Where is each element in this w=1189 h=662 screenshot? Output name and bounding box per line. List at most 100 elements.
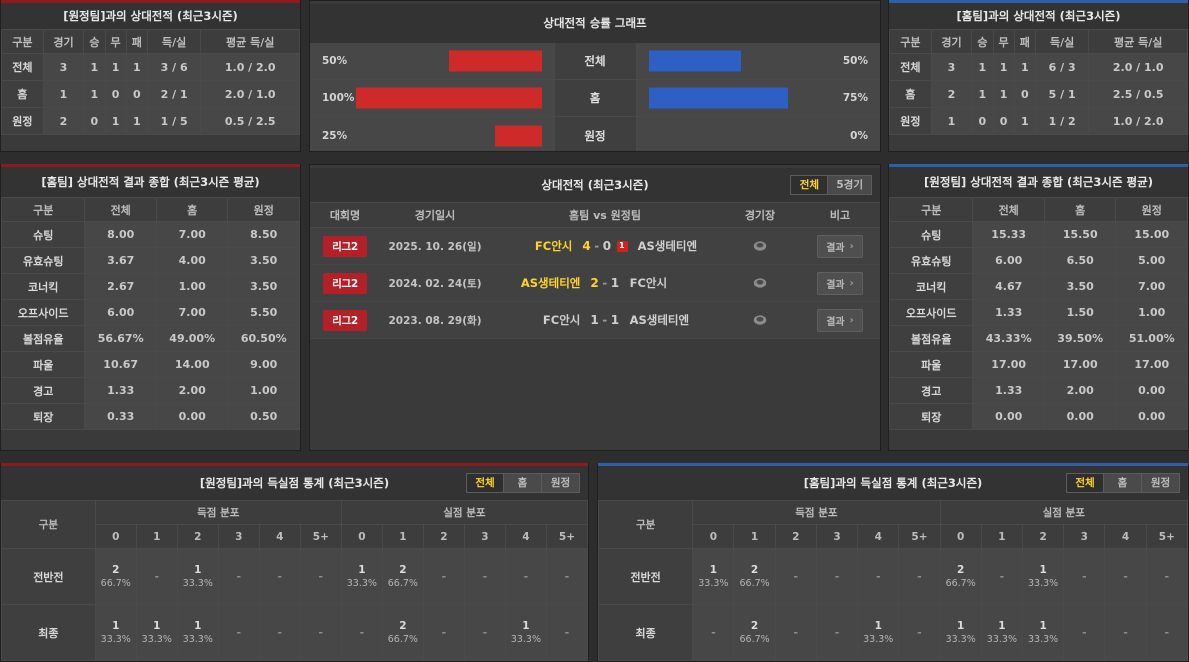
dist-percent: 33.3% bbox=[1028, 633, 1059, 645]
dist-cell-scored-1: 2 66.7% bbox=[733, 548, 776, 605]
away-dist-tab-전체[interactable]: 전체 bbox=[466, 473, 504, 493]
dist-cell-scored-0: 1 33.3% bbox=[94, 604, 137, 661]
stadium-icon[interactable] bbox=[752, 239, 768, 253]
dist-empty: - bbox=[917, 626, 922, 639]
head-to-head-tabs[interactable]: 전체 5경기 bbox=[790, 175, 872, 195]
table-cell: 14.00 bbox=[155, 351, 229, 378]
dist-cell-scored-4: - bbox=[258, 548, 301, 605]
chevron-right-icon: › bbox=[849, 277, 854, 289]
dist-empty: - bbox=[318, 626, 324, 639]
home-score: 2 bbox=[590, 276, 600, 290]
dist-count: 2 bbox=[399, 619, 407, 632]
chevron-right-icon: › bbox=[849, 314, 854, 326]
table-cell: 1 bbox=[992, 80, 1015, 108]
dist-percent: 66.7% bbox=[739, 633, 770, 645]
row-label: 경고 bbox=[889, 377, 974, 404]
dist-cell-conceded-2: - bbox=[422, 604, 465, 661]
match-row[interactable]: 리그2 2023. 08. 29(화) FC안시 1-1 AS생테티엔 결과 › bbox=[310, 302, 880, 339]
row-label: 파울 bbox=[889, 351, 974, 378]
col-header-bucket-4: 4 bbox=[504, 524, 547, 549]
graph-category-label: 홈 bbox=[554, 80, 637, 116]
h2h-tab-5경기[interactable]: 5경기 bbox=[828, 175, 872, 195]
dist-percent: 33.3% bbox=[346, 577, 377, 589]
head-to-head-header: 상대전적 (최근3시즌) 전체 5경기 bbox=[310, 168, 880, 202]
table-cell: 17.00 bbox=[972, 351, 1045, 378]
result-button[interactable]: 결과 › bbox=[817, 234, 863, 258]
stadium-icon[interactable] bbox=[752, 276, 768, 290]
table-cell: 49.00% bbox=[155, 325, 229, 352]
row-label: 원정 bbox=[889, 107, 932, 135]
table-cell: 1 / 2 bbox=[1034, 107, 1090, 135]
col-header-bucket-3: 3 bbox=[1063, 524, 1106, 549]
dist-bucket-header-row: 0 1 2 3 4 5+ 0 1 2 3 4 5+ bbox=[599, 524, 1188, 549]
home-distribution-tabs[interactable]: 전체 홈 원정 bbox=[1066, 473, 1180, 493]
dist-empty: - bbox=[711, 626, 716, 639]
dist-empty: - bbox=[236, 626, 242, 639]
home-dist-tab-원정[interactable]: 원정 bbox=[1142, 473, 1180, 493]
stadium-icon[interactable] bbox=[752, 313, 768, 327]
h2h-tab-전체[interactable]: 전체 bbox=[790, 175, 829, 195]
col-header: 구분 bbox=[889, 197, 974, 222]
away-team-name: AS생테티엔 bbox=[637, 239, 698, 253]
score-dash: - bbox=[594, 239, 600, 253]
table-cell: 0 bbox=[125, 80, 148, 108]
dist-empty: - bbox=[1164, 570, 1170, 583]
dist-count: 2 bbox=[957, 563, 965, 576]
league-badge: 리그2 bbox=[323, 235, 367, 257]
table-cell: 0.00 bbox=[1043, 403, 1117, 430]
table-cell: 0.00 bbox=[1115, 377, 1188, 404]
table-cell: 9.00 bbox=[227, 351, 300, 378]
match-league-cell: 리그2 bbox=[310, 265, 380, 301]
dist-count: 1 bbox=[194, 619, 202, 632]
table-row: 전체 3 1 1 1 3 / 6 1.0 / 2.0 bbox=[1, 53, 300, 81]
table-cell: 1 bbox=[83, 80, 106, 108]
dist-cell-conceded-0: 2 66.7% bbox=[939, 548, 982, 605]
graph-left-cell: 25% bbox=[310, 117, 555, 151]
result-button[interactable]: 결과 › bbox=[817, 271, 863, 295]
col-header: 패 bbox=[125, 29, 148, 54]
match-teams: AS생테티엔 2-1 FC안시 bbox=[490, 265, 720, 301]
home-distribution-title: [홈팀]과의 득실점 통계 (최근3시즌) bbox=[803, 476, 983, 490]
table-cell: 7.00 bbox=[155, 221, 229, 248]
away-record-table: 구분 경기 승 무 패 득/실 평균 득/실 전체 3 1 1 1 3 / 6 1.0 / 2.0 홈 1 1… bbox=[1, 29, 300, 135]
dist-cell-conceded-5+: - bbox=[1145, 604, 1188, 661]
col-header: 무 bbox=[992, 29, 1015, 54]
col-header-bucket-1: 1 bbox=[733, 524, 776, 549]
table-row: 오프사이드 6.00 7.00 5.50 bbox=[1, 299, 300, 326]
table-row: 코너킥 4.67 3.50 7.00 bbox=[889, 273, 1188, 300]
dist-percent: 33.3% bbox=[141, 633, 172, 645]
home-dist-tab-전체[interactable]: 전체 bbox=[1066, 473, 1104, 493]
match-date: 2023. 08. 29(화) bbox=[388, 314, 482, 327]
dist-cell-conceded-5+: - bbox=[545, 604, 588, 661]
dist-cell-scored-3: - bbox=[815, 548, 859, 605]
dist-cell-conceded-1: - bbox=[980, 548, 1024, 605]
dist-empty: - bbox=[793, 626, 799, 639]
home-dist-tab-홈[interactable]: 홈 bbox=[1104, 473, 1142, 493]
row-label: 전체 bbox=[889, 53, 932, 81]
dist-percent: 66.7% bbox=[387, 633, 418, 645]
dist-count: 1 bbox=[709, 563, 718, 576]
left-bar bbox=[495, 125, 542, 146]
table-cell: 1 bbox=[83, 53, 106, 81]
table-cell: 5.00 bbox=[1115, 247, 1188, 274]
table-cell: 3.50 bbox=[227, 247, 300, 274]
col-header-bucket-1: 1 bbox=[135, 524, 178, 549]
table-cell: 1.0 / 2.0 bbox=[1088, 107, 1188, 135]
away-distribution-title: [원정팀]과의 득실점 통계 (최근3시즌) bbox=[199, 476, 390, 490]
dist-empty: - bbox=[236, 570, 242, 583]
result-button[interactable]: 결과 › bbox=[817, 308, 863, 332]
match-row[interactable]: 리그2 2025. 10. 26(일) FC안시 4-0 1 AS생테티엔 결과 › bbox=[310, 228, 880, 265]
table-cell: 1.33 bbox=[972, 299, 1045, 326]
dist-empty: - bbox=[482, 626, 488, 639]
col-header-bucket-2: 2 bbox=[774, 524, 817, 549]
dist-cell-scored-0: 1 33.3% bbox=[692, 548, 735, 605]
away-dist-tab-홈[interactable]: 홈 bbox=[504, 473, 542, 493]
away-dist-tab-원정[interactable]: 원정 bbox=[542, 473, 580, 493]
away-distribution-tabs[interactable]: 전체 홈 원정 bbox=[466, 473, 580, 493]
dist-cell-scored-3: - bbox=[815, 604, 859, 661]
dist-empty: - bbox=[154, 570, 160, 583]
match-row[interactable]: 리그2 2024. 02. 24(토) AS생테티엔 2-1 FC안시 결과 › bbox=[310, 265, 880, 302]
table-cell: 0.00 bbox=[1115, 403, 1188, 430]
table-cell: 0 bbox=[971, 107, 994, 135]
